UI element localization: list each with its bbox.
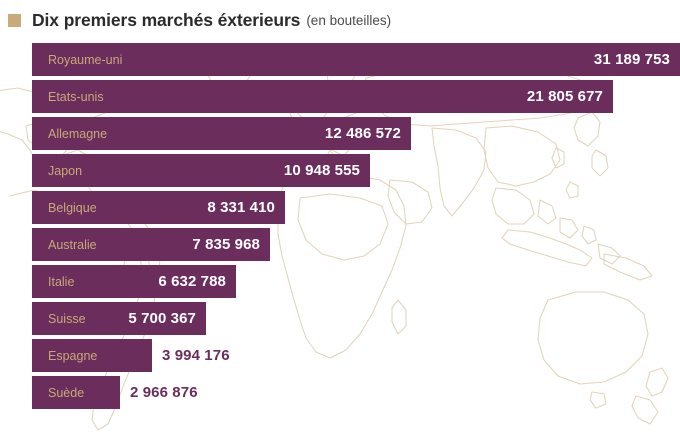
bar-australie: Australie 7 835 968 (32, 228, 270, 261)
bar-japon: Japon 10 948 555 (32, 154, 370, 187)
page-subtitle: (en bouteilles) (306, 12, 392, 28)
title-bullet-icon (8, 14, 21, 27)
bar-value: 10 948 555 (283, 162, 360, 179)
bar-value: 31 189 753 (593, 51, 670, 68)
bar-suede: Suède (32, 376, 120, 409)
bar-value: 7 835 968 (192, 236, 260, 253)
bar-label: Italie (48, 274, 75, 289)
table-row: Italie 6 632 788 (0, 265, 680, 298)
bar-value: 21 805 677 (526, 88, 603, 105)
table-row: Australie 7 835 968 (0, 228, 680, 261)
table-row: Suisse 5 700 367 (0, 302, 680, 335)
table-row: Allemagne 12 486 572 (0, 117, 680, 150)
bar-value: 8 331 410 (207, 199, 275, 216)
bar-royaume-uni: Royaume-uni 31 189 753 (32, 43, 680, 76)
bar-label: Royaume-uni (48, 52, 123, 67)
chart-header: Dix premiers marchés éxterieurs (en bout… (0, 0, 680, 40)
bar-allemagne: Allemagne 12 486 572 (32, 117, 411, 150)
bar-etats-unis: Etats-unis 21 805 677 (32, 80, 613, 113)
bar-value: 5 700 367 (128, 310, 196, 327)
table-row: Suède 2 966 876 (0, 376, 680, 409)
bar-label: Australie (48, 237, 97, 252)
bar-chart-body: Royaume-uni 31 189 753 Etats-unis 21 805… (0, 43, 680, 413)
bar-label: Allemagne (48, 126, 108, 141)
bar-label: Etats-unis (48, 89, 104, 104)
table-row: Espagne 3 994 176 (0, 339, 680, 372)
bar-italie: Italie 6 632 788 (32, 265, 236, 298)
bar-belgique: Belgique 8 331 410 (32, 191, 285, 224)
bar-value: 6 632 788 (158, 273, 226, 290)
bar-label: Espagne (48, 348, 98, 363)
bar-value: 3 994 176 (162, 347, 230, 364)
bar-value: 2 966 876 (130, 384, 198, 401)
bar-label: Japon (48, 163, 83, 178)
table-row: Etats-unis 21 805 677 (0, 80, 680, 113)
bar-suisse: Suisse 5 700 367 (32, 302, 206, 335)
bar-label: Belgique (48, 200, 97, 215)
table-row: Japon 10 948 555 (0, 154, 680, 187)
bar-espagne: Espagne (32, 339, 152, 372)
bar-label: Suède (48, 385, 85, 400)
table-row: Royaume-uni 31 189 753 (0, 43, 680, 76)
page-title: Dix premiers marchés éxterieurs (32, 9, 301, 30)
bar-label: Suisse (48, 311, 86, 326)
table-row: Belgique 8 331 410 (0, 191, 680, 224)
bar-value: 12 486 572 (324, 125, 401, 142)
